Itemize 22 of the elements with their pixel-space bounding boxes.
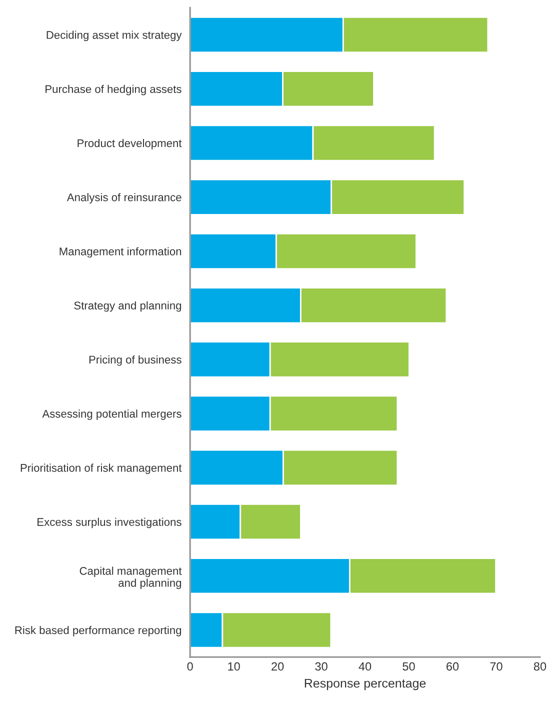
y-tick-label: Analysis of reinsurance (66, 193, 182, 204)
y-tick-label: Pricing of business (89, 355, 182, 366)
x-tick-label: 70 (490, 662, 502, 671)
y-tick-label: Product development (78, 138, 182, 150)
x-tick-label: 10 (228, 662, 240, 671)
y-tick-label: Purchase of hedging assets (46, 84, 182, 96)
y-tick-label: Deciding asset mix strategy (46, 30, 182, 42)
y-tick-label: Capital management and planning (80, 566, 182, 590)
x-axis-title: Response percentage (304, 678, 426, 690)
x-tick-label: 30 (315, 662, 328, 671)
y-tick-label: Risk based performance reporting (15, 626, 182, 636)
x-tick-label: 40 (358, 662, 372, 671)
y-tick-label: Strategy and planning (74, 301, 182, 312)
x-tick-label: 80 (534, 662, 546, 671)
y-tick-label: Management information (60, 247, 182, 258)
x-tick-label: 20 (272, 662, 284, 671)
y-tick-label: Excess surplus investigations (38, 518, 182, 528)
x-tick-label: 0 (187, 662, 193, 671)
y-tick-label: Assessing potential mergers (42, 410, 182, 420)
x-tick-label: 60 (446, 662, 459, 671)
x-tick-label: 50 (402, 662, 415, 671)
y-tick-label: Prioritisation of risk management (20, 464, 182, 474)
